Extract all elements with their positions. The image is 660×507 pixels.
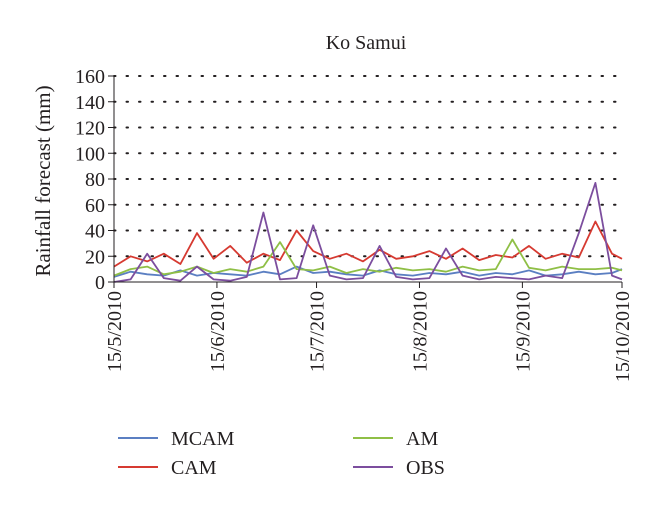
series-line-obs bbox=[113, 181, 623, 283]
x-tick-label: 15/9/2010 bbox=[512, 291, 534, 372]
y-tick-label: 120 bbox=[75, 118, 105, 140]
legend-label-cam: CAM bbox=[171, 457, 217, 479]
legend-label-am: AM bbox=[406, 428, 438, 450]
series-line-cam bbox=[113, 220, 623, 268]
x-tick-label: 15/7/2010 bbox=[307, 291, 329, 372]
y-tick-label: 60 bbox=[85, 195, 105, 217]
y-ticks: 0 20 40 60 80 100 120 140 160 bbox=[75, 66, 114, 294]
gridlines bbox=[113, 75, 623, 258]
legend: MCAM AM CAM OBS bbox=[118, 428, 445, 479]
y-tick-label: 20 bbox=[85, 246, 105, 268]
y-tick-label: 140 bbox=[75, 92, 105, 114]
y-axis-label: Rainfall forecast (mm) bbox=[31, 85, 55, 276]
y-tick-label: 80 bbox=[85, 169, 105, 191]
x-tick-label: 15/8/2010 bbox=[409, 291, 431, 372]
y-tick-label: 100 bbox=[75, 143, 105, 165]
chart-title: Ko Samui bbox=[326, 32, 407, 54]
x-tick-label: 15/5/2010 bbox=[104, 291, 126, 372]
x-tick-label: 15/10/2010 bbox=[612, 291, 634, 382]
y-tick-label: 40 bbox=[85, 221, 105, 243]
series-line-mcam bbox=[113, 265, 623, 278]
legend-label-obs: OBS bbox=[406, 457, 445, 479]
y-tick-label: 160 bbox=[75, 66, 105, 88]
series-lines bbox=[113, 181, 623, 283]
legend-label-mcam: MCAM bbox=[171, 428, 235, 450]
x-tick-label: 15/6/2010 bbox=[207, 291, 229, 372]
y-tick-label: 0 bbox=[95, 272, 105, 294]
x-ticks: 15/5/2010 15/6/2010 15/7/2010 15/8/2010 15/9… bbox=[104, 282, 634, 382]
